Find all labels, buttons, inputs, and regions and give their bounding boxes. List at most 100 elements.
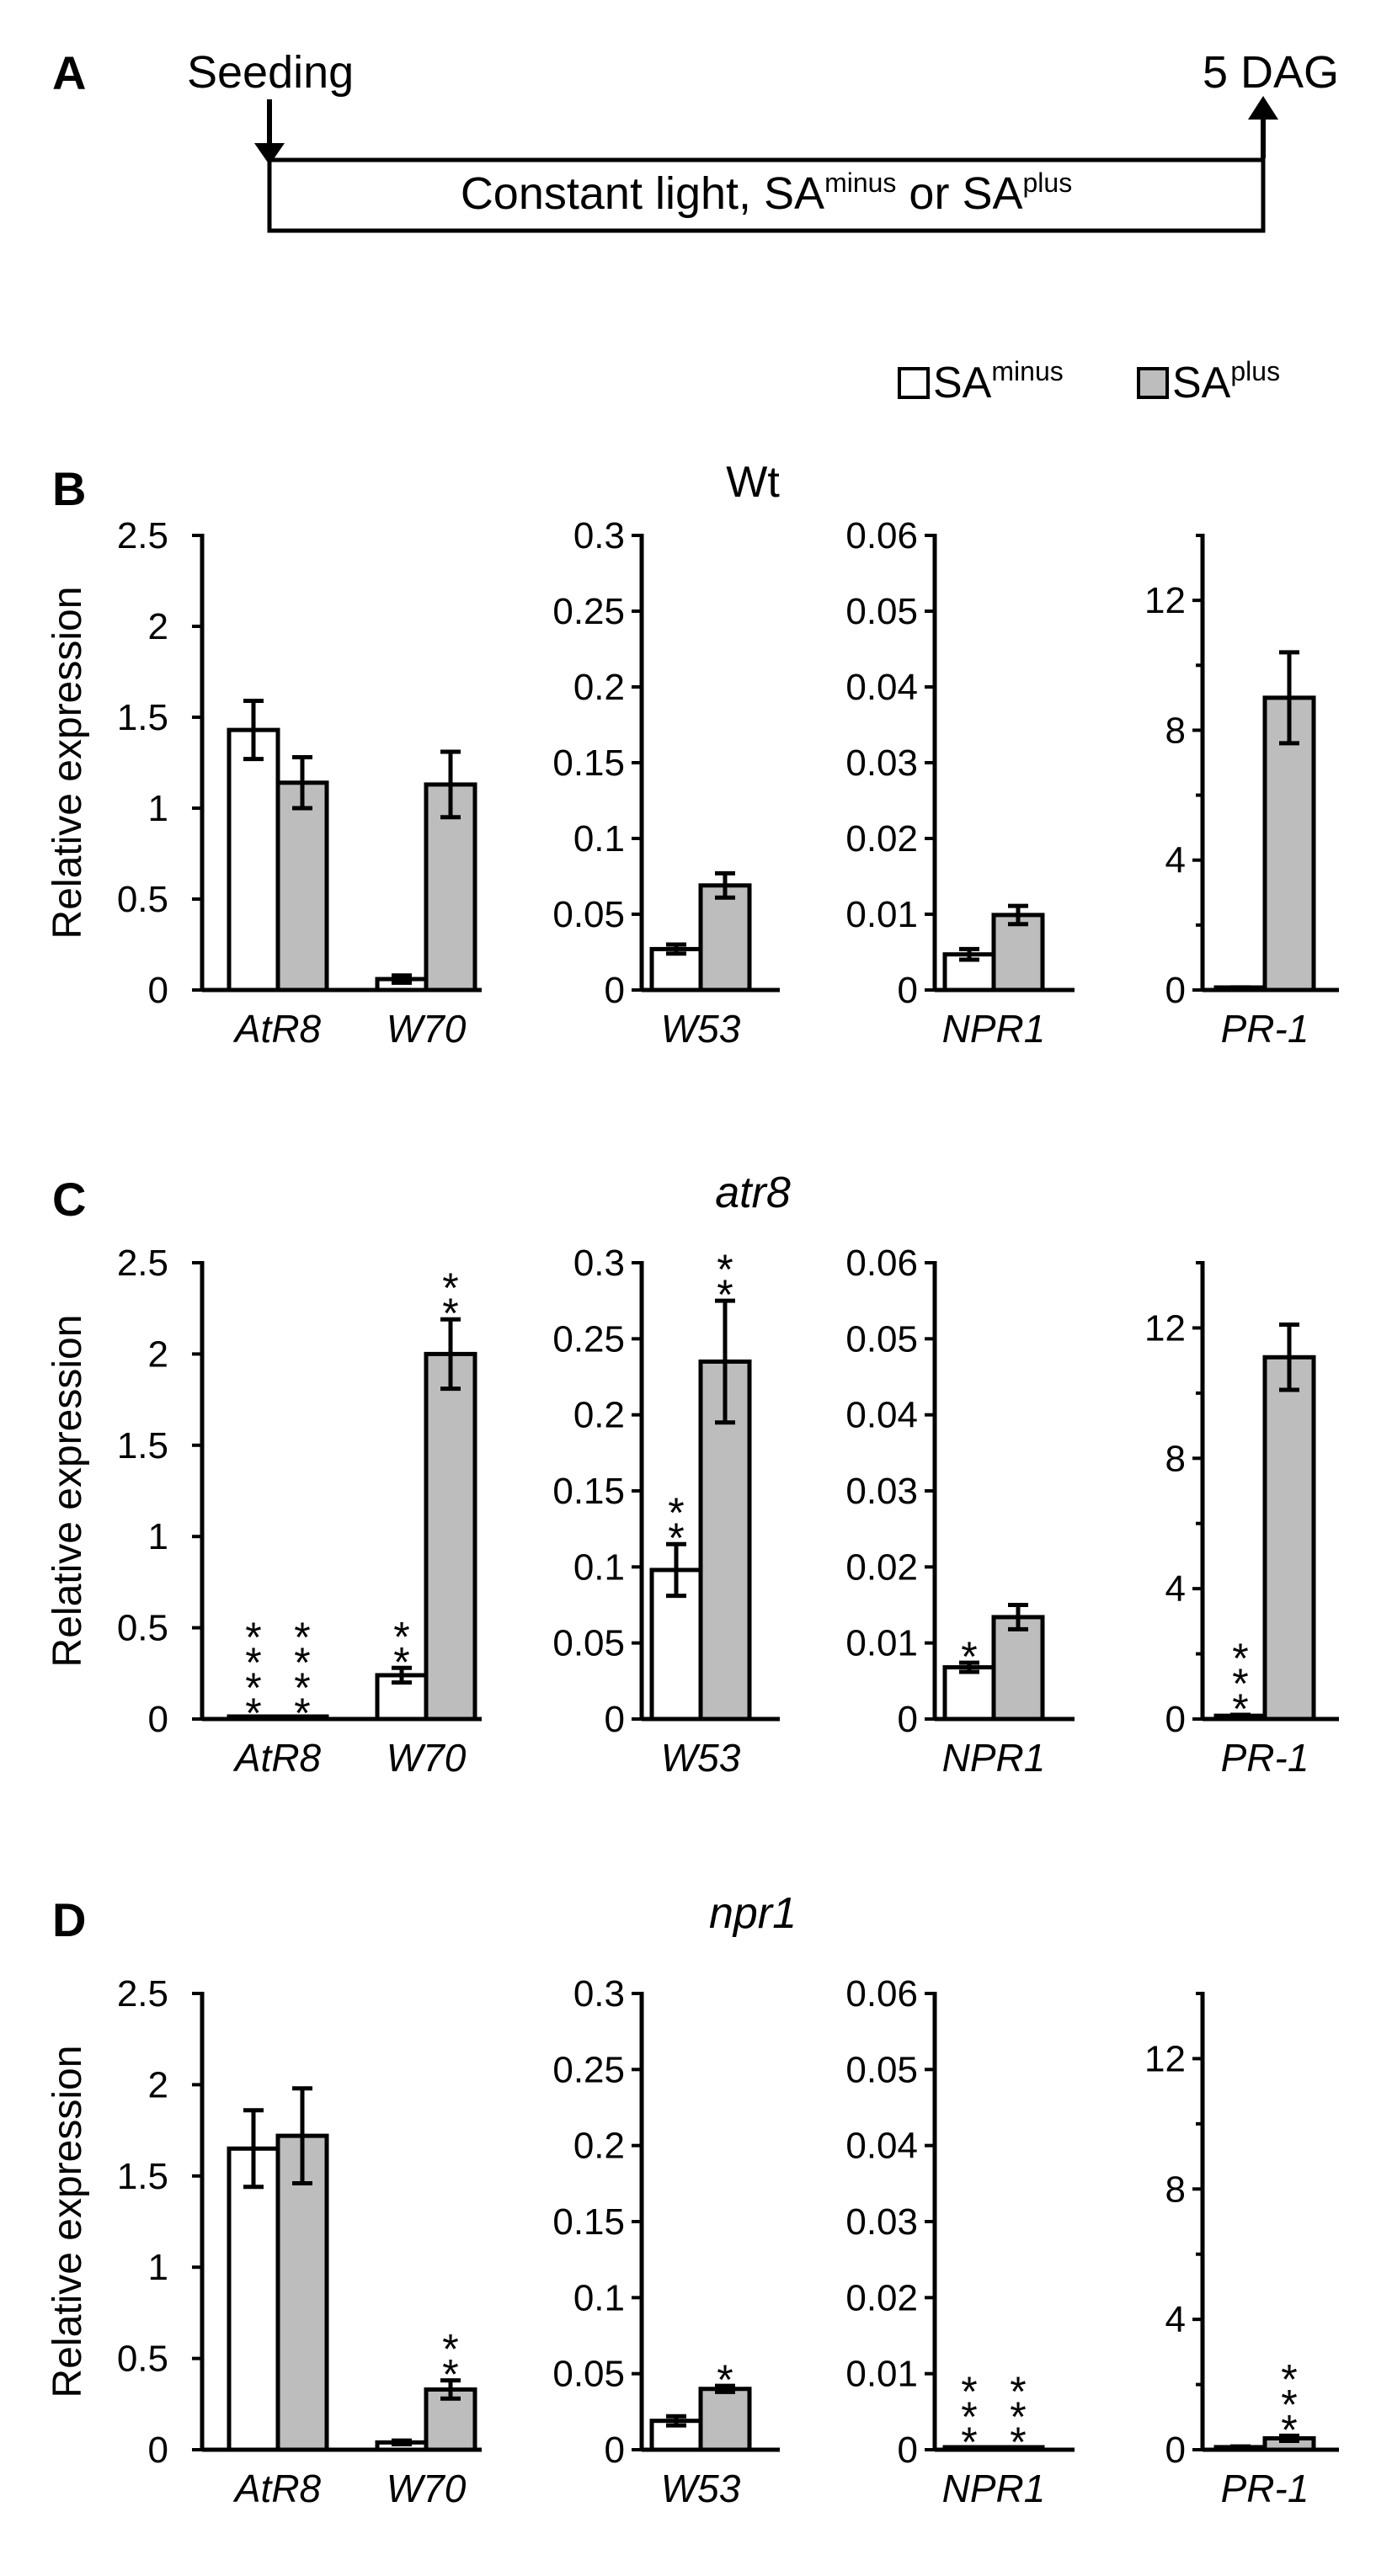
x-category-label: W70 — [387, 2467, 467, 2510]
x-category-label: NPR1 — [942, 1736, 1046, 1780]
y-axis-label: Relative expression — [45, 587, 90, 939]
y-tick-label: 4 — [1165, 840, 1186, 881]
y-tick-label: 0.03 — [845, 742, 918, 784]
y-tick-label: 1 — [148, 2247, 168, 2288]
bar-npr1-sa-plus — [991, 2445, 1045, 2452]
y-tick-label: 1 — [148, 788, 168, 829]
panel-label-d: D — [52, 1893, 86, 1946]
bar-w70-sa-plus — [424, 1351, 477, 1722]
significance-mark: * — [1232, 1660, 1248, 1707]
x-category-label: AtR8 — [232, 1007, 322, 1051]
y-tick-label: 0.25 — [552, 591, 625, 632]
y-tick-label: 0.05 — [845, 2049, 918, 2090]
significance-mark: * — [961, 2419, 977, 2466]
box-sup-plus: plus — [1022, 168, 1072, 198]
panel-label-c: C — [52, 1173, 86, 1226]
y-tick-label: 0.03 — [845, 1471, 918, 1512]
y-tick-label: 2.5 — [117, 1243, 168, 1284]
y-tick-label: 0.15 — [552, 1471, 625, 1512]
y-tick-label: 0.2 — [573, 667, 625, 708]
y-tick-label: 0 — [898, 2430, 918, 2471]
dag-arrow-icon — [1248, 96, 1278, 120]
y-tick-label: 0.02 — [845, 818, 918, 860]
y-tick-label: 0 — [898, 970, 918, 1011]
panel-title: atr8 — [715, 1168, 791, 1217]
x-category-label: W70 — [387, 1007, 467, 1051]
bar-atr8-sa-plus — [275, 780, 329, 993]
y-tick-label: 0.02 — [845, 2277, 918, 2318]
y-tick-label: 0 — [1165, 970, 1186, 1011]
y-tick-label: 2 — [148, 1333, 168, 1375]
y-tick-label: 2 — [148, 606, 168, 647]
significance-mark: * — [961, 1633, 977, 1680]
y-tick-label: 0.05 — [552, 1623, 625, 1664]
subplot-w53: 00.050.10.150.20.250.3****W53 — [552, 1243, 780, 1780]
significance-mark: * — [442, 1264, 458, 1312]
x-category-label: W53 — [661, 1007, 741, 1051]
significance-mark: * — [294, 1690, 310, 1737]
significance-mark: * — [442, 2351, 458, 2398]
significance-mark: * — [1010, 2419, 1026, 2466]
significance-mark: * — [717, 1246, 733, 1293]
significance-mark: * — [717, 1271, 733, 1318]
y-tick-label: 1 — [148, 1516, 168, 1557]
y-tick-label: 0.06 — [845, 1973, 918, 2014]
y-tick-label: 0 — [1165, 1699, 1186, 1740]
y-axis-label: Relative expression — [45, 2046, 90, 2398]
y-tick-label: 0.01 — [845, 894, 918, 935]
y-tick-label: 2.5 — [117, 1973, 168, 2014]
y-tick-label: 12 — [1144, 580, 1186, 621]
significance-mark: * — [1281, 2381, 1297, 2428]
significance-mark: * — [1281, 2355, 1297, 2403]
subplot-w53: 0 0.05 0.1 0.15 0.2 0.25 0.3 W53 — [552, 515, 780, 1051]
timeline-panel: A Seeding 5 DAG Constant light, SAminus … — [52, 46, 1339, 233]
y-tick-label: 0.3 — [573, 515, 625, 556]
bar-w53-sa-plus — [698, 883, 752, 993]
y-tick-label: 0.01 — [845, 1623, 918, 1664]
y-tick-label: 8 — [1165, 710, 1186, 751]
significance-mark: * — [961, 2368, 977, 2415]
timeline-start-label: Seeding — [187, 47, 354, 98]
x-category-label: AtR8 — [232, 2467, 322, 2510]
subplot-w53: 0 0.05 0.1 0.15 0.2 0.25 0.3 * W53 — [552, 1973, 780, 2510]
subplot-atr8-w70: 00.511.522.5********AtR8****W70 — [117, 1243, 482, 1780]
legend-minus-sup: minus — [991, 356, 1063, 386]
y-tick-label: 0.2 — [573, 2126, 625, 2167]
x-category-label: W53 — [661, 2467, 741, 2510]
y-tick-label: 0.2 — [573, 1395, 625, 1436]
y-tick-label: 0.5 — [117, 2339, 168, 2380]
x-category-label: W53 — [661, 1736, 741, 1780]
y-tick-label: 0.03 — [845, 2201, 918, 2243]
subplot-pr-1: 0 4 8 12 PR-1 — [1144, 534, 1339, 1051]
legend-plus-sup: plus — [1230, 356, 1280, 386]
y-tick-label: 0.1 — [573, 1546, 625, 1588]
y-tick-label: 0.01 — [845, 2354, 918, 2395]
bar-w70-sa-minus — [375, 1673, 429, 1722]
y-tick-label: 0 — [148, 970, 168, 1011]
y-tick-label: 0.25 — [552, 1318, 625, 1360]
subplot-npr1: 0 0.01 0.02 0.03 0.04 0.05 0.06 NPR1 — [845, 515, 1075, 1051]
y-tick-label: 8 — [1165, 2169, 1186, 2210]
bar-atr8-sa-minus — [227, 2146, 280, 2452]
x-category-label: PR-1 — [1221, 1736, 1309, 1780]
panel-title: Wt — [726, 458, 780, 507]
legend: SAminus SAplus — [898, 356, 1280, 407]
timeline-box — [267, 157, 1266, 233]
legend-swatch-minus — [898, 367, 930, 399]
significance-mark: * — [1010, 2393, 1026, 2440]
subplot-npr1: 00.010.020.030.040.050.06******NPR1 — [845, 1973, 1075, 2510]
bar-atr8-sa-minus — [227, 727, 280, 993]
subplot-atr8-w70: 0 0.5 1 1.5 2 2.5 AtR8 W70 — [117, 515, 482, 1051]
panel-label-b: B — [52, 462, 86, 515]
y-tick-label: 12 — [1144, 1307, 1186, 1349]
y-tick-label: 0 — [605, 1699, 625, 1740]
charts-container: B Wt Relative expression 0 0.5 1 1.5 2 2.5 AtR8 W7… — [45, 458, 1339, 2510]
panel-b: B Wt Relative expression 0 0.5 1 1.5 2 2.5 AtR8 W7… — [45, 458, 1339, 1051]
y-tick-label: 0.5 — [117, 1608, 168, 1649]
y-tick-label: 4 — [1165, 2299, 1186, 2340]
significance-mark: * — [717, 2356, 733, 2403]
